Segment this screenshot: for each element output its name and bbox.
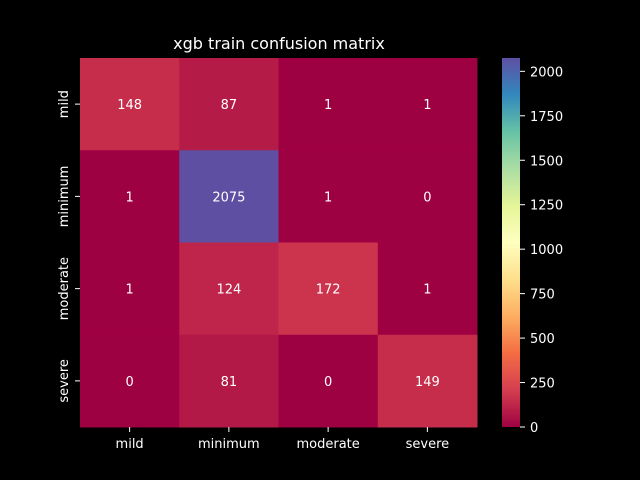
cell-value-label: 1 xyxy=(324,98,332,113)
heatmap-cell-moderate-severe xyxy=(377,242,478,336)
cell-value-label: 1 xyxy=(125,190,133,205)
heatmap-cell-severe-minimum xyxy=(179,334,279,428)
colorbar-tick-label: 1000 xyxy=(530,243,563,258)
heatmap-cell-mild-mild xyxy=(80,58,180,151)
colorbar-scale xyxy=(502,58,520,427)
heatmap-cell-minimum-minimum xyxy=(179,150,279,243)
heatmap-cell-mild-moderate xyxy=(278,58,379,151)
colorbar-tick-label: 500 xyxy=(530,332,555,347)
cell-value-label: 149 xyxy=(415,375,440,390)
y-axis-ticks: mild minimum moderate severe xyxy=(57,90,80,403)
heatmap-cell-minimum-mild xyxy=(80,150,180,243)
cell-value-label: 0 xyxy=(125,375,133,390)
colorbar-tick-label: 1250 xyxy=(530,199,563,214)
cell-value-label: 87 xyxy=(221,98,238,113)
heatmap-cell-severe-moderate xyxy=(278,334,379,428)
colorbar-ticks: 0 250 500 750 1000 1250 1500 1750 2000 xyxy=(520,65,563,436)
cell-value-label: 0 xyxy=(423,190,431,205)
colorbar-tick-label: 250 xyxy=(530,377,555,392)
cell-value-label: 172 xyxy=(316,283,341,298)
x-tick-label-mild: mild xyxy=(116,437,144,452)
heatmap-cell-minimum-moderate xyxy=(278,150,379,243)
cell-value-label: 124 xyxy=(216,283,241,298)
y-tick-label-mild: mild xyxy=(57,90,72,118)
y-tick-label-severe: severe xyxy=(57,359,72,403)
cell-value-label: 0 xyxy=(324,375,332,390)
cell-value-label: 1 xyxy=(324,190,332,205)
y-tick-label-minimum: minimum xyxy=(57,166,72,228)
x-tick-label-minimum: minimum xyxy=(198,437,260,452)
chart-title: xgb train confusion matrix xyxy=(173,34,385,53)
colorbar-tick-label: 1500 xyxy=(530,154,563,169)
heatmap-cell-minimum-severe xyxy=(377,150,478,243)
heatmap-cell-moderate-moderate xyxy=(278,242,379,336)
colorbar-tick-label: 750 xyxy=(530,288,555,303)
heatmap-cell-moderate-minimum xyxy=(179,242,279,336)
heatmap-cell-moderate-mild xyxy=(80,242,180,336)
heatmap-cell-severe-mild xyxy=(80,334,180,428)
heatmap-cell-mild-severe xyxy=(377,58,478,151)
x-axis-ticks: mild minimum moderate severe xyxy=(116,427,450,452)
x-tick-label-severe: severe xyxy=(406,437,450,452)
colorbar: 0 250 500 750 1000 1250 1500 1750 2000 xyxy=(502,58,563,436)
colorbar-tick-label: 0 xyxy=(530,421,538,436)
heatmap-cell-mild-minimum xyxy=(179,58,279,151)
colorbar-tick-label: 2000 xyxy=(530,65,563,80)
colorbar-tick-label: 1750 xyxy=(530,110,563,125)
cell-value-label: 81 xyxy=(221,375,238,390)
x-tick-label-moderate: moderate xyxy=(296,437,359,452)
heatmap-cell-severe-severe xyxy=(377,334,478,428)
cell-value-label: 1 xyxy=(423,98,431,113)
cell-value-label: 1 xyxy=(423,283,431,298)
cell-value-label: 148 xyxy=(117,98,142,113)
cell-value-label: 1 xyxy=(125,283,133,298)
heatmap-grid: 148 87 1 1 1 2075 1 0 1 124 172 1 0 81 0 149 xyxy=(80,58,478,428)
cell-value-label: 2075 xyxy=(212,190,245,205)
y-tick-label-moderate: moderate xyxy=(57,257,72,320)
